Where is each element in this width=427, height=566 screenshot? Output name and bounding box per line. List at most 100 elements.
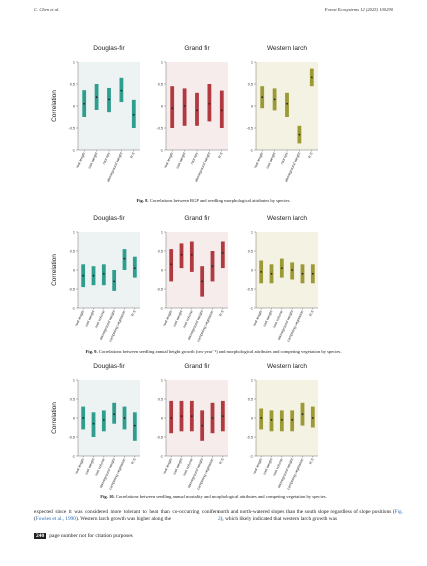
y-tick-label: 0 — [161, 268, 163, 272]
x-tick-label: root weight — [265, 152, 276, 170]
figure-ref[interactable]: Fig. 2 — [218, 509, 403, 522]
y-tick-label: 1 — [73, 378, 75, 382]
estimate-point — [310, 76, 313, 79]
x-tick-label: root weight — [175, 152, 186, 170]
y-tick-label: 0.5 — [158, 249, 163, 253]
x-tick-label: root volume — [94, 310, 106, 329]
error-bar — [169, 400, 174, 434]
footer-text: page number not for citation purposes — [49, 533, 133, 539]
estimate-point — [133, 267, 136, 269]
estimate-point — [208, 102, 211, 105]
estimate-point — [82, 417, 85, 419]
estimate-point — [190, 415, 193, 417]
estimate-point — [180, 253, 183, 256]
y-tick-label: 0 — [251, 104, 253, 108]
error-bar — [195, 92, 199, 126]
x-tick-label: R:S — [309, 309, 315, 317]
x-tick-label: root length — [252, 310, 263, 327]
y-tick-label: 1 — [161, 378, 163, 382]
estimate-point — [291, 269, 294, 271]
y-tick-label: 0.5 — [158, 82, 163, 86]
y-tick-label: 0 — [73, 104, 75, 108]
y-tick-label: -1 — [160, 454, 163, 458]
error-bar — [112, 270, 117, 291]
estimate-point — [270, 272, 273, 275]
footer: 240 page number not for citation purposes — [34, 533, 133, 539]
panel-title: Grand fir — [184, 215, 210, 222]
x-tick-label: root weight — [172, 310, 183, 328]
running-head: C. Chen et al. — [34, 7, 60, 12]
y-tick-label: 1 — [73, 60, 75, 64]
error-bar — [189, 241, 194, 272]
panel-title: Western larch — [267, 363, 307, 370]
error-bar — [101, 410, 106, 432]
estimate-point — [311, 417, 314, 419]
estimate-point — [220, 109, 223, 112]
error-bar — [132, 256, 137, 278]
estimate-point — [201, 424, 204, 427]
estimate-point — [298, 133, 301, 136]
estimate-point — [286, 102, 288, 105]
x-tick-label: R:S — [130, 151, 136, 159]
y-tick-label: 0.5 — [158, 397, 163, 401]
caption-label: Fig. 9. — [85, 349, 98, 354]
error-bar — [285, 92, 289, 117]
x-tick-label: root length — [75, 152, 86, 169]
y-tick-label: 0.5 — [70, 397, 75, 401]
panel-title: Douglas-fir — [93, 45, 125, 52]
y-tick-label: -0.5 — [68, 287, 75, 291]
x-tick-label: root length — [74, 310, 85, 327]
y-tick-label: -1 — [160, 306, 163, 310]
estimate-point — [201, 280, 204, 283]
caption: Fig. 9. Correlations between seedling an… — [20, 349, 407, 355]
x-tick-label: root volume — [182, 458, 194, 477]
error-bar — [290, 410, 295, 432]
x-tick-label: root length — [253, 152, 264, 169]
y-tick-label: 1 — [251, 60, 253, 64]
estimate-point — [221, 415, 224, 417]
error-bar — [91, 412, 96, 437]
text: ). Western larch growth was higher along… — [75, 516, 172, 522]
estimate-point — [260, 417, 263, 419]
estimate-point — [291, 419, 294, 421]
y-tick-label: -1 — [72, 306, 75, 310]
y-tick-label: -1 — [72, 148, 75, 152]
page-number: 240 — [34, 533, 47, 539]
estimate-point — [260, 271, 263, 273]
estimate-point — [190, 253, 193, 256]
x-tick-label: root volume — [272, 310, 284, 329]
y-tick-label: 1 — [73, 230, 75, 234]
estimate-point — [92, 422, 95, 425]
x-tick-label: root length — [163, 152, 174, 169]
error-bar — [269, 410, 274, 432]
y-tick-label: 0 — [251, 416, 253, 420]
x-tick-label: root tips — [102, 152, 111, 165]
y-tick-label: 0.5 — [70, 82, 75, 86]
x-tick-label: root length — [162, 310, 173, 327]
x-tick-label: root tips — [280, 152, 289, 165]
y-tick-label: -1 — [160, 148, 163, 152]
estimate-point — [132, 113, 135, 116]
panel-background — [78, 380, 140, 456]
y-tick-label: -0.5 — [156, 287, 163, 291]
y-tick-label: -1 — [72, 454, 75, 458]
y-tick-label: 0.5 — [248, 249, 253, 253]
estimate-point — [113, 280, 116, 283]
estimate-point — [261, 96, 264, 99]
citation[interactable]: Fowles et al., 1990 — [35, 516, 76, 522]
estimate-point — [221, 252, 224, 254]
estimate-point — [95, 96, 98, 99]
journal-head: Forest Ecosystems 12 (2025) 100290 — [324, 7, 393, 12]
error-bar — [179, 243, 184, 269]
estimate-point — [120, 89, 123, 92]
error-bar — [112, 402, 117, 424]
panel-background — [166, 380, 228, 456]
y-tick-label: 0 — [73, 416, 75, 420]
y-tick-label: -1 — [250, 454, 253, 458]
y-tick-label: 1 — [251, 378, 253, 382]
caption-text: Correlations between seedling annual hei… — [98, 349, 342, 354]
y-tick-label: 0.5 — [70, 249, 75, 253]
text: north and north-watered slopes than the … — [218, 509, 395, 515]
error-bar — [220, 241, 225, 269]
